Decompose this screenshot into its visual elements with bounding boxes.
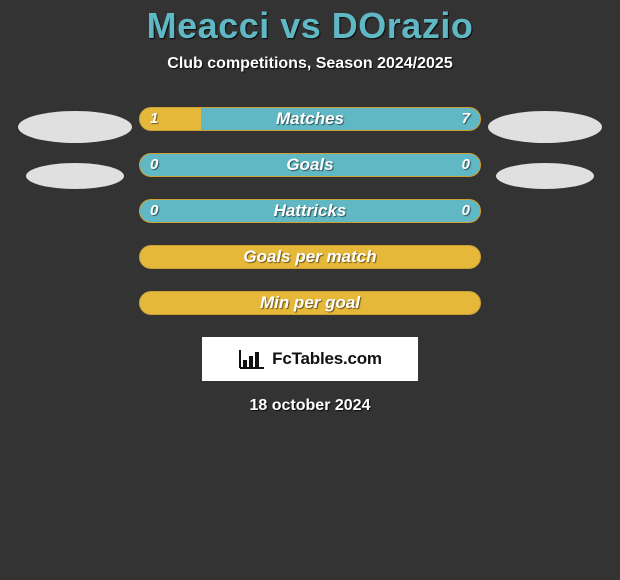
stat-bar-hattricks: 0 Hattricks 0 — [139, 199, 481, 223]
stat-bars: 1 Matches 7 0 Goals 0 0 Hattricks 0 — [139, 107, 481, 315]
stat-value-right: 0 — [452, 154, 480, 176]
avatar — [26, 163, 124, 189]
stat-value-right: 7 — [452, 108, 480, 130]
stat-bar-min-per-goal: Min per goal — [139, 291, 481, 315]
bar-chart-icon — [238, 348, 266, 370]
avatar — [496, 163, 594, 189]
page-subtitle: Club competitions, Season 2024/2025 — [0, 55, 620, 73]
stat-label: Goals — [140, 154, 480, 176]
stat-bar-goals: 0 Goals 0 — [139, 153, 481, 177]
right-player-avatars — [485, 107, 605, 189]
comparison-arena: 1 Matches 7 0 Goals 0 0 Hattricks 0 — [0, 107, 620, 315]
brand-text: FcTables.com — [272, 349, 382, 369]
left-player-avatars — [15, 107, 135, 189]
stat-label: Hattricks — [140, 200, 480, 222]
stat-value-right: 0 — [452, 200, 480, 222]
stat-bar-matches: 1 Matches 7 — [139, 107, 481, 131]
brand-badge[interactable]: FcTables.com — [202, 337, 418, 381]
avatar — [18, 111, 132, 143]
stat-label: Matches — [140, 108, 480, 130]
avatar — [488, 111, 602, 143]
stat-label: Goals per match — [140, 246, 480, 268]
page-title: Meacci vs DOrazio — [0, 5, 620, 47]
stat-label: Min per goal — [140, 292, 480, 314]
stat-bar-goals-per-match: Goals per match — [139, 245, 481, 269]
comparison-card: Meacci vs DOrazio Club competitions, Sea… — [0, 0, 620, 415]
snapshot-date: 18 october 2024 — [0, 397, 620, 415]
